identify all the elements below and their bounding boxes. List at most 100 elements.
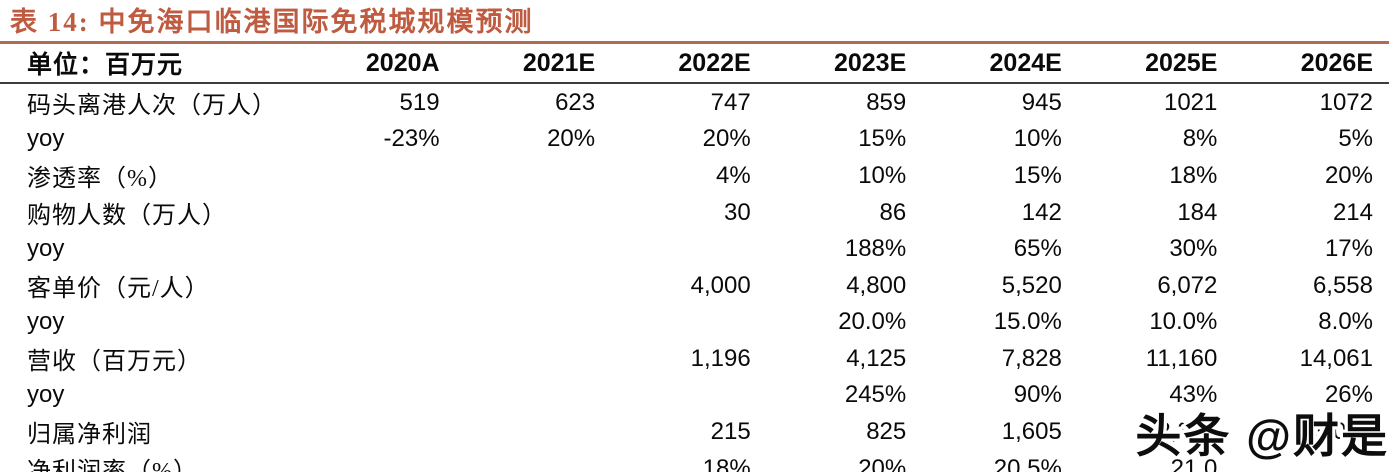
table-title: 表 14: 中免海口临港国际免税城规模预测 [10,7,534,37]
cell: 15% [1013,161,1062,189]
cell: 20% [1324,161,1373,189]
table-row-avg-ticket-yoy: yoy 20.0% 15.0% 10.0% 8.0% [0,304,1389,340]
cell: 4,125 [846,344,907,372]
cell: 1021 [1163,88,1218,116]
cell: 5% [1338,125,1373,152]
cell: 747 [710,88,751,116]
row-label: 码头离港人次（万人） [27,93,277,119]
cell: 43% [1169,381,1218,408]
cell: 65% [1013,235,1062,262]
row-label: yoy [27,381,65,408]
table-row-shoppers-yoy: yoy 188% 65% 30% 17% [0,231,1389,267]
cell: 859 [866,88,907,116]
cell: 825 [866,417,907,445]
cell [456,157,612,194]
header-row: 单位：百万元 2020A 2021E 2022E 2023E 2024E 202… [0,44,1389,84]
cell: 15.0% [993,308,1062,335]
title-rule [0,41,1389,44]
cell: 10% [858,161,907,189]
cell: 214 [1332,198,1373,226]
table-row-net-profit: 归属净利润 215 825 1,605 2,344 3,023 [0,413,1389,450]
cell: 18% [1169,161,1218,189]
cell: 86 [879,198,907,226]
cell: 215 [710,417,751,445]
col-header-2024E: 2024E [922,44,1078,84]
col-header-2022E: 2022E [611,44,767,84]
row-label: yoy [27,125,65,152]
cell: 184 [1177,198,1218,226]
cell [300,304,456,340]
watermark-text: 头条 @财是 [1135,410,1389,462]
table-row-shoppers: 购物人数（万人） 30 86 142 184 214 [0,194,1389,231]
row-label: 购物人数（万人） [27,203,227,229]
cell [300,157,456,194]
row-label: 归属净利润 [27,422,152,448]
cell [456,194,612,231]
cell: 6,072 [1157,271,1218,299]
cell: -23% [383,125,440,152]
cell: 10% [1013,125,1062,152]
row-label: 渗透率（%） [27,166,173,192]
cell: 20.5% [993,454,1062,472]
cell: 10.0% [1149,308,1218,335]
cell: 3,023 [1312,417,1373,445]
cell: 21.0 [1170,454,1218,472]
unit-header: 单位：百万元 [0,44,300,84]
cell: 26% [1324,381,1373,408]
cell [456,450,612,472]
col-header-2020A: 2020A [300,44,456,84]
cell: 14,061 [1299,344,1373,372]
col-header-2021E: 2021E [455,44,612,84]
col-header-2025E: 2025E [1077,44,1234,84]
row-label: yoy [27,235,65,262]
table-row-revenue-yoy: yoy 245% 90% 43% 26% [0,377,1389,413]
cell: 245% [844,381,907,408]
cell: 1,605 [1001,417,1062,445]
cell [456,231,612,267]
table-row-net-margin: 净利润率（%） 18% 20% 20.5% 21.0 [0,450,1389,472]
table-row-avg-ticket: 客单价（元/人） 4,000 4,800 5,520 6,072 6,558 [0,267,1389,304]
cell: 519 [399,88,440,116]
row-label: 营收（百万元） [27,349,202,375]
cell [611,304,767,340]
cell: 623 [555,88,596,116]
cell: 4% [716,161,751,189]
cell: 20% [547,125,596,152]
row-label: 客单价（元/人） [27,276,210,302]
cell [611,231,767,267]
cell: 5,520 [1001,271,1062,299]
cell: 30 [723,198,751,226]
row-label: 净利润率（%） [27,459,198,472]
cell [456,413,612,450]
cell [456,340,612,377]
cell: 7,828 [1001,344,1062,372]
table-row-revenue: 营收（百万元） 1,196 4,125 7,828 11,160 14,061 [0,340,1389,377]
cell: 20% [702,125,751,152]
cell: 2,344 [1157,417,1218,445]
cell: 11,160 [1145,344,1218,372]
cell [456,377,612,413]
table-row-departures: 码头离港人次（万人） 519 623 747 859 945 1021 1072 [0,83,1389,121]
table-row-penetration: 渗透率（%） 4% 10% 15% 18% 20% [0,157,1389,194]
cell [300,413,456,450]
cell: 142 [1021,198,1062,226]
cell [456,304,612,340]
cell: 8.0% [1318,308,1373,335]
cell: 20% [858,454,907,472]
cell [611,377,767,413]
row-label: yoy [27,308,65,335]
cell [300,267,456,304]
cell: 6,558 [1312,271,1373,299]
forecast-table: 单位：百万元 2020A 2021E 2022E 2023E 2024E 202… [0,44,1389,472]
cell: 1,196 [690,344,751,372]
cell [300,194,456,231]
cell [456,267,612,304]
cell: 30% [1169,235,1218,262]
cell: 4,000 [690,271,751,299]
cell: 18% [702,454,751,472]
cell [300,231,456,267]
cell [300,340,456,377]
col-header-2026E: 2026E [1233,44,1389,84]
cell [300,450,456,472]
